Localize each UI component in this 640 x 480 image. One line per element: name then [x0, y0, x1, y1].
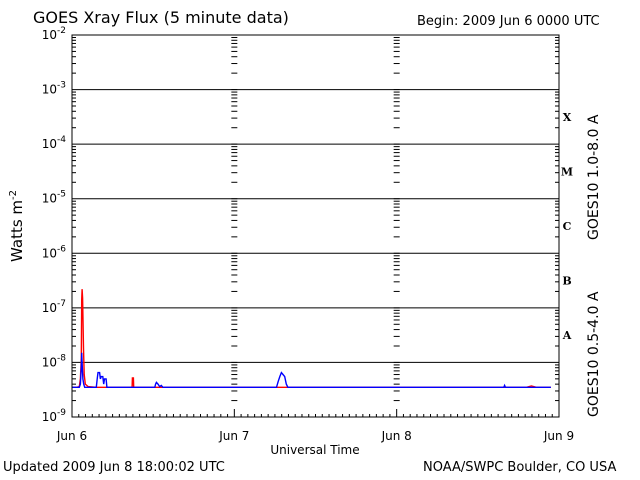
- y-tick-label: 10-8: [42, 353, 67, 369]
- y-axis-label: Watts m-2: [8, 190, 26, 262]
- x-tick-label: Jun 8: [381, 429, 412, 443]
- x-tick-label: Jun 6: [56, 429, 87, 443]
- begin-label: Begin:: [417, 14, 459, 29]
- y-tick-label: 10-9: [42, 408, 67, 424]
- chart-title: GOES Xray Flux (5 minute data): [33, 8, 289, 27]
- data-credit: NOAA/SWPC Boulder, CO USA: [423, 460, 617, 475]
- y-tick-label: 10-7: [42, 299, 66, 315]
- y-axis-ticks: 10-9 10-8 10-7 10-6 10-5 10-4 10-3 10-2: [42, 26, 559, 424]
- chart-series: [72, 289, 551, 388]
- x-tick-label: Jun 7: [218, 429, 249, 443]
- legend-short-channel: GOES10 0.5-4.0 A: [586, 291, 602, 417]
- legend-long-channel: GOES10 1.0-8.0 A: [586, 114, 602, 240]
- flare-class-b: B: [562, 275, 571, 288]
- flare-class-x: X: [563, 111, 572, 124]
- y-axis-label-exponent: -2: [8, 190, 19, 200]
- y-axis-label-text: Watts m: [8, 200, 26, 262]
- updated-timestamp: Updated 2009 Jun 8 18:00:02 UTC: [3, 460, 225, 475]
- y-tick-label: 10-2: [42, 26, 66, 42]
- series-short-channel-line: [72, 352, 551, 388]
- plot-frame: [71, 34, 560, 418]
- flare-class-labels: A B C M X: [561, 111, 573, 342]
- chart-grid: [72, 34, 559, 418]
- begin-date: Begin: 2009 Jun 6 0000 UTC: [417, 14, 600, 29]
- x-tick-label: Jun 9: [543, 429, 574, 443]
- y-tick-label: 10-5: [42, 190, 66, 206]
- flare-class-m: M: [561, 165, 573, 178]
- begin-value: 2009 Jun 6 0000 UTC: [462, 14, 600, 29]
- y-tick-label: 10-4: [42, 135, 67, 151]
- y-tick-label: 10-6: [42, 244, 67, 260]
- flare-class-a: A: [562, 329, 572, 342]
- x-axis-label: Universal Time: [270, 443, 359, 457]
- flare-class-c: C: [563, 220, 572, 233]
- y-tick-label: 10-3: [42, 81, 66, 97]
- series-long-channel-line: [72, 289, 551, 388]
- x-axis-ticks: Jun 6 Jun 7 Jun 8 Jun 9: [56, 409, 574, 443]
